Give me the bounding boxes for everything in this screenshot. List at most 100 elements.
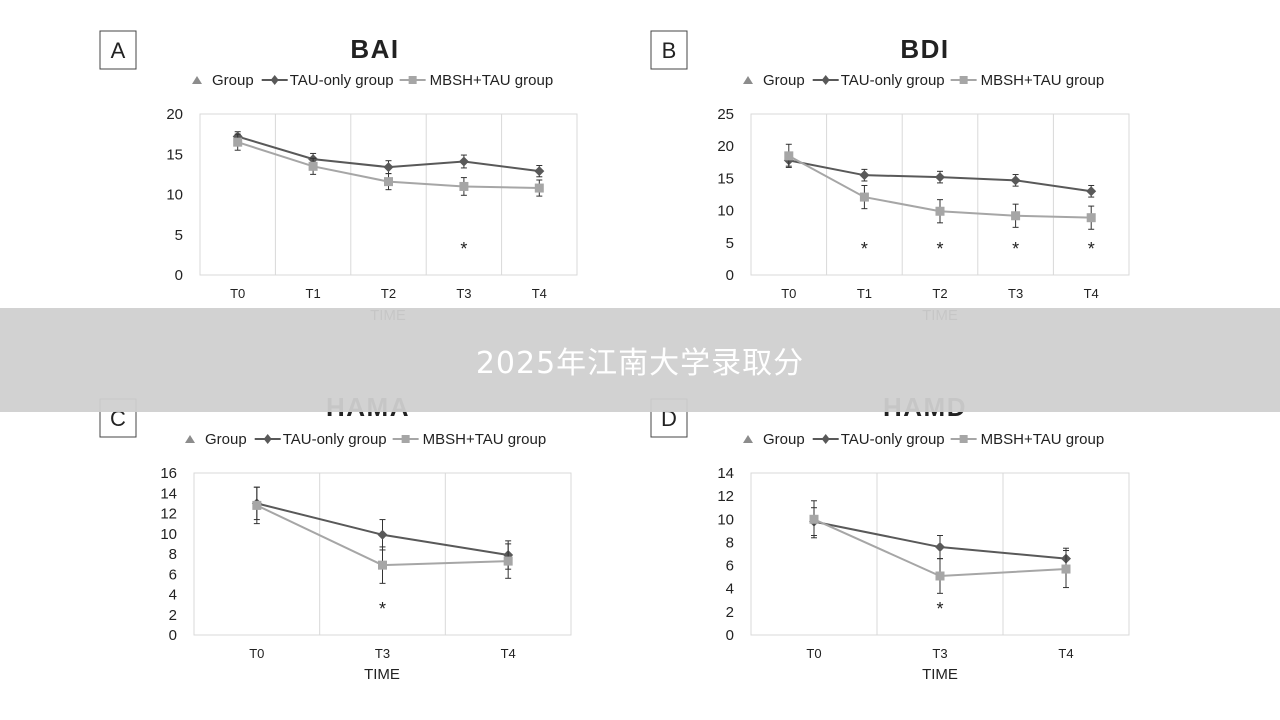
data-point-mbsh-square <box>459 181 469 191</box>
data-point-mbsh-square <box>252 500 262 510</box>
significance-marker: * <box>936 599 943 619</box>
data-point-mbsh-square <box>384 177 393 187</box>
y-tick-label: 6 <box>726 558 734 575</box>
data-point-tau-diamond <box>1010 175 1021 186</box>
data-point-mbsh-square <box>809 514 819 524</box>
chart-panel-b: B BDI Group TAU-only group MBSH+TAU group 0 5 1… <box>650 30 1130 324</box>
x-tick-label: T2 <box>381 286 396 301</box>
y-tick-label: 4 <box>726 581 734 598</box>
data-point-mbsh-square <box>308 161 318 171</box>
legend-label-mbsh: MBSH+TAU group <box>981 431 1105 448</box>
significance-marker: * <box>460 239 467 259</box>
x-tick-label: T4 <box>1058 646 1073 661</box>
y-tick-label: 0 <box>726 627 734 644</box>
legend-group-triangle-icon <box>743 76 753 84</box>
panel-label-box <box>99 30 137 70</box>
significance-marker: * <box>861 239 868 259</box>
y-tick-label: 5 <box>175 227 183 244</box>
y-tick-label: 14 <box>717 465 734 482</box>
plot-area <box>199 113 578 276</box>
significance-marker: * <box>1012 239 1019 259</box>
y-tick-label: 10 <box>166 187 183 204</box>
y-tick-label: 2 <box>726 604 734 621</box>
data-point-mbsh-square <box>1086 213 1096 223</box>
panel-label: B <box>662 38 677 63</box>
legend-group-triangle-icon <box>743 435 753 443</box>
x-tick-label: T2 <box>932 286 947 301</box>
y-tick-label: 6 <box>169 566 177 583</box>
x-tick-label: T4 <box>501 646 516 661</box>
y-tick-label: 4 <box>169 587 177 604</box>
legend-label-mbsh: MBSH+TAU group <box>981 72 1105 89</box>
y-tick-label: 25 <box>717 106 734 123</box>
legend-mbsh-square-icon <box>959 76 968 84</box>
x-tick-label: T0 <box>249 646 264 661</box>
watermark-text: 2025年江南大学录取分 <box>475 346 805 381</box>
panel-label: C <box>110 406 126 431</box>
y-tick-label: 0 <box>726 267 734 284</box>
y-tick-label: 15 <box>717 170 734 187</box>
legend-label-tau: TAU-only group <box>283 431 387 448</box>
y-tick-label: 0 <box>169 627 177 644</box>
x-tick-label: T4 <box>1084 286 1099 301</box>
chart-title: BAI <box>350 34 399 64</box>
legend-label-tau: TAU-only group <box>841 72 945 89</box>
plot-area <box>750 113 1130 276</box>
panel-label: A <box>111 38 126 63</box>
data-point-mbsh-square <box>1061 564 1071 574</box>
data-point-tau-diamond <box>383 162 394 173</box>
legend-label-mbsh: MBSH+TAU group <box>430 72 554 89</box>
data-point-tau-diamond <box>377 529 388 540</box>
watermark-banner: 2025年江南大学录取分 <box>0 308 1280 412</box>
data-point-mbsh-square <box>503 556 513 566</box>
y-tick-label: 20 <box>166 106 183 123</box>
legend-tau-diamond-icon <box>821 434 830 444</box>
y-tick-label: 0 <box>175 267 183 284</box>
data-point-tau-diamond <box>1086 186 1097 197</box>
chart-panel-a: A BAI Group TAU-only group MBSH+TAU group 0 5 1… <box>99 30 578 324</box>
x-tick-label: T0 <box>806 646 821 661</box>
y-tick-label: 2 <box>169 607 177 624</box>
x-axis-label: TIME <box>364 666 400 683</box>
x-tick-label: T4 <box>532 286 547 301</box>
y-tick-label: 20 <box>717 138 734 155</box>
data-point-mbsh-square <box>378 560 387 570</box>
legend-mbsh-square-icon <box>408 76 417 84</box>
data-point-tau-diamond <box>935 172 945 183</box>
x-tick-label: T3 <box>456 286 471 301</box>
legend-tau-diamond-icon <box>270 75 279 85</box>
x-tick-label: T3 <box>932 646 947 661</box>
x-tick-label: T3 <box>1008 286 1023 301</box>
y-tick-label: 5 <box>726 235 734 252</box>
y-tick-label: 10 <box>717 203 734 220</box>
data-point-mbsh-square <box>859 192 869 202</box>
data-point-mbsh-square <box>935 571 945 581</box>
legend-label-tau: TAU-only group <box>290 72 394 89</box>
significance-marker: * <box>936 239 943 259</box>
legend-label-tau: TAU-only group <box>841 431 945 448</box>
data-point-mbsh-square <box>935 206 945 216</box>
data-point-mbsh-square <box>784 151 794 161</box>
plot-area <box>193 472 572 636</box>
x-tick-label: T0 <box>781 286 796 301</box>
x-tick-label: T1 <box>306 286 321 301</box>
legend-label-mbsh: MBSH+TAU group <box>423 431 547 448</box>
y-tick-label: 8 <box>169 546 177 563</box>
y-tick-label: 8 <box>726 534 734 551</box>
panel-label-box <box>650 30 688 70</box>
data-point-tau-diamond <box>935 542 945 553</box>
legend-mbsh-square-icon <box>401 435 410 443</box>
legend-tau-diamond-icon <box>263 434 272 444</box>
legend-group-triangle-icon <box>192 76 202 84</box>
legend-group-triangle-icon <box>185 435 195 443</box>
significance-marker: * <box>379 599 386 619</box>
y-tick-label: 12 <box>717 488 734 505</box>
data-point-tau-diamond <box>859 170 870 181</box>
x-tick-label: T3 <box>375 646 390 661</box>
x-tick-label: T0 <box>230 286 245 301</box>
legend-label-group: Group <box>205 431 247 448</box>
plot-area <box>750 472 1130 636</box>
y-tick-label: 10 <box>160 526 177 543</box>
data-point-mbsh-square <box>1011 211 1021 221</box>
